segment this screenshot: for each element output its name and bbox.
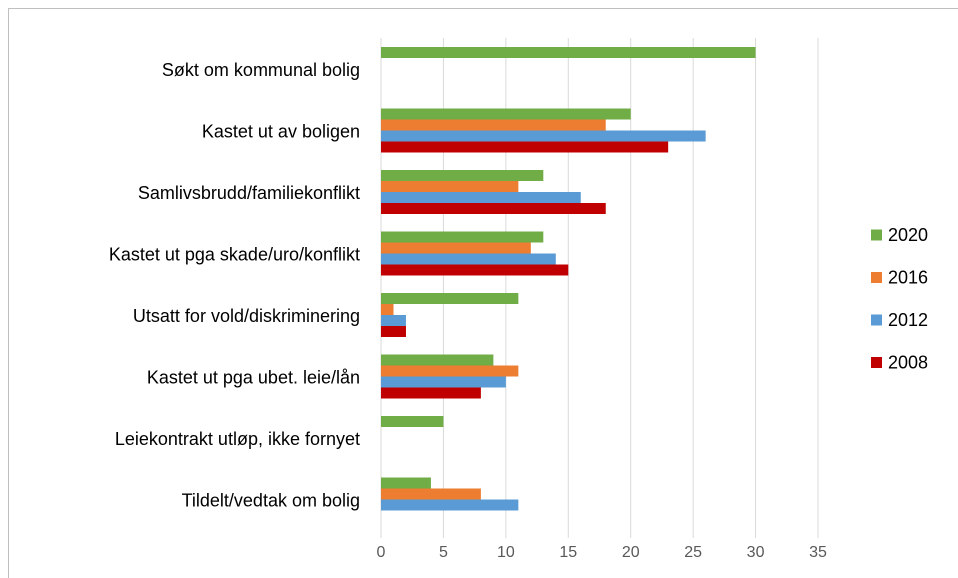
bar	[381, 293, 519, 304]
x-tick-label: 5	[439, 544, 448, 561]
category-label: Utsatt for vold/diskriminering	[133, 306, 360, 326]
x-tick-label: 25	[684, 544, 702, 561]
bar	[381, 376, 506, 388]
bar	[381, 141, 669, 153]
bar	[381, 387, 481, 399]
bar	[381, 203, 606, 214]
bar	[381, 488, 481, 500]
category-label: Kastet ut pga skade/uro/konflikt	[109, 244, 360, 264]
x-tick-label: 20	[622, 544, 640, 561]
category-label: Tildelt/vedtak om bolig	[182, 490, 360, 510]
legend-label: 2012	[888, 310, 928, 330]
category-label: Søkt om kommunal bolig	[162, 60, 360, 80]
bar	[381, 416, 444, 427]
bar	[381, 47, 756, 58]
legend-swatch	[871, 357, 882, 368]
x-tick-label: 35	[809, 544, 827, 561]
category-label: Leiekontrakt utløp, ikke fornyet	[115, 429, 360, 449]
x-tick-label: 10	[497, 544, 515, 561]
legend-swatch	[871, 314, 882, 326]
legend-swatch	[871, 229, 882, 241]
category-label: Samlivsbrudd/familiekonflikt	[138, 183, 360, 203]
x-tick-label: 30	[747, 544, 765, 561]
bar	[381, 365, 519, 377]
bar	[381, 253, 556, 265]
bar	[381, 108, 631, 120]
legend-label: 2016	[888, 267, 928, 287]
category-label: Kastet ut pga ubet. leie/lån	[147, 367, 360, 387]
bar	[381, 170, 544, 181]
legend-label: 2020	[888, 225, 928, 245]
bar	[381, 477, 431, 489]
bar	[381, 192, 581, 203]
bar	[381, 315, 406, 326]
bar	[381, 119, 606, 131]
bar	[381, 354, 494, 366]
legend-label: 2008	[888, 352, 928, 372]
x-tick-label: 15	[559, 544, 577, 561]
bar	[381, 231, 544, 243]
chart-frame	[8, 8, 958, 578]
category-label: Kastet ut av boligen	[202, 121, 360, 141]
bar	[381, 181, 519, 192]
bar	[381, 264, 569, 276]
bar	[381, 304, 394, 315]
bar	[381, 130, 706, 142]
bar	[381, 499, 519, 511]
legend-swatch	[871, 272, 882, 283]
x-tick-label: 0	[377, 544, 386, 561]
bar	[381, 326, 406, 337]
bar	[381, 242, 531, 254]
